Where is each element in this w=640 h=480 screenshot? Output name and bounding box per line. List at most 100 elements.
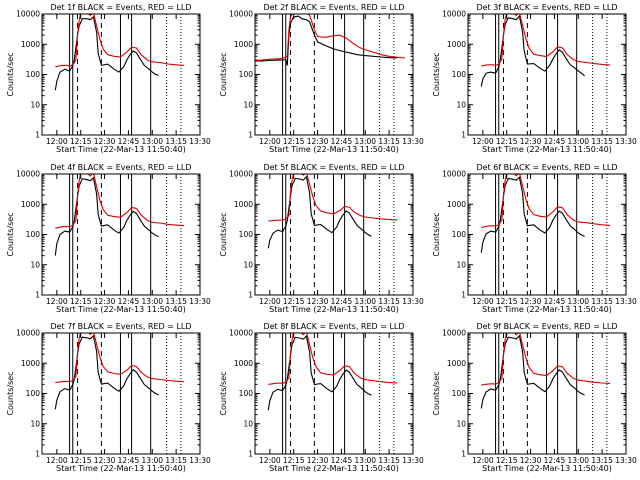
y-tick-label: 1000 (234, 359, 253, 368)
x-tick-label: 12:15 (496, 137, 518, 146)
x-tick-label: 12:45 (331, 456, 353, 465)
y-tick-label: 10000 (229, 10, 253, 19)
x-tick-label: 12:15 (283, 456, 305, 465)
plot-frame (41, 13, 201, 136)
x-tick-label: 13:15 (591, 456, 613, 465)
x-tick-label: 13:30 (189, 456, 211, 465)
y-tick-label: 10 (456, 419, 466, 428)
x-tick-label: 13:15 (591, 137, 613, 146)
x-axis-label: Start Time (22-Mar-13 11:50:40) (56, 145, 186, 154)
x-tick-label: 12:00 (259, 137, 281, 146)
x-tick-label: 12:30 (520, 137, 542, 146)
y-axis-label: Counts/sec (6, 371, 15, 415)
x-tick-label: 12:15 (283, 297, 305, 306)
x-axis-label: Start Time (22-Mar-13 11:50:40) (56, 464, 186, 473)
lld-series-line (55, 174, 185, 229)
y-tick-label: 10 (243, 419, 253, 428)
y-tick-label: 100 (239, 70, 254, 79)
y-tick-label: 1 (461, 291, 466, 300)
x-tick-label: 12:45 (544, 137, 566, 146)
chart-title: Det 3f BLACK = Events, RED = LLD (476, 3, 617, 12)
y-tick-label: 100 (239, 389, 254, 398)
y-tick-label: 10 (456, 100, 466, 109)
y-axis-label: Counts/sec (432, 371, 441, 415)
x-tick-label: 12:45 (118, 297, 140, 306)
chart-panel: Det 2f BLACK = Events, RED = LLD 1 10 100 10… (219, 3, 424, 154)
chart-title: Det 7f BLACK = Events, RED = LLD (50, 322, 191, 331)
x-tick-label: 12:45 (331, 137, 353, 146)
x-tick-label: 12:45 (544, 456, 566, 465)
x-tick-label: 12:00 (46, 137, 68, 146)
events-series-line (54, 334, 159, 410)
y-tick-label: 10000 (229, 329, 253, 338)
x-tick-label: 13:15 (378, 297, 400, 306)
x-tick-label: 12:45 (544, 297, 566, 306)
y-tick-label: 100 (239, 230, 254, 239)
events-series-line (267, 335, 372, 411)
lld-series-line (481, 333, 611, 386)
chart-title: Det 2f BLACK = Events, RED = LLD (263, 3, 404, 12)
y-tick-label: 100 (452, 389, 467, 398)
x-tick-label: 12:15 (70, 297, 92, 306)
lld-series-line (55, 14, 185, 68)
y-tick-label: 10000 (442, 10, 466, 19)
x-tick-label: 13:15 (165, 456, 187, 465)
y-tick-label: 1 (248, 131, 253, 140)
x-tick-label: 13:30 (402, 456, 424, 465)
x-tick-label: 13:30 (402, 137, 424, 146)
lld-series-line (481, 174, 611, 229)
y-tick-label: 10000 (16, 329, 40, 338)
x-tick-label: 12:30 (94, 297, 116, 306)
y-tick-label: 1000 (21, 200, 40, 209)
y-axis-label: Counts/sec (219, 52, 228, 96)
lld-series-line (268, 174, 398, 222)
chart-title: Det 4f BLACK = Events, RED = LLD (50, 163, 191, 172)
chart-panel: Det 1f BLACK = Events, RED = LLD 1 10 100 10… (6, 3, 211, 154)
x-tick-label: 13:00 (567, 137, 589, 146)
x-tick-label: 12:15 (496, 456, 518, 465)
x-tick-label: 13:30 (189, 137, 211, 146)
events-series-line (480, 334, 585, 409)
y-tick-label: 10 (30, 100, 40, 109)
y-axis-label: Counts/sec (6, 52, 15, 96)
y-axis-label: Counts/sec (432, 212, 441, 256)
x-tick-label: 13:00 (141, 137, 163, 146)
chart-title: Det 8f BLACK = Events, RED = LLD (263, 322, 404, 331)
chart-title: Det 5f BLACK = Events, RED = LLD (263, 163, 404, 172)
x-tick-label: 12:00 (472, 137, 494, 146)
y-tick-label: 1000 (21, 40, 40, 49)
y-tick-label: 10 (243, 100, 253, 109)
lld-series-line (481, 14, 611, 67)
x-tick-label: 12:00 (259, 456, 281, 465)
x-tick-label: 13:15 (378, 456, 400, 465)
y-tick-label: 10 (30, 419, 40, 428)
y-axis-label: Counts/sec (6, 212, 15, 256)
events-series-line (54, 15, 159, 91)
x-tick-label: 12:30 (307, 137, 329, 146)
y-tick-label: 1 (461, 450, 466, 459)
y-tick-label: 1000 (447, 200, 466, 209)
y-tick-label: 1 (248, 450, 253, 459)
x-tick-label: 12:15 (283, 137, 305, 146)
y-tick-label: 100 (26, 70, 41, 79)
x-tick-label: 12:15 (70, 137, 92, 146)
x-tick-label: 12:00 (259, 297, 281, 306)
x-tick-label: 12:15 (70, 456, 92, 465)
x-tick-label: 13:30 (615, 456, 637, 465)
y-tick-label: 1000 (21, 359, 40, 368)
lld-series-line (255, 14, 406, 62)
x-tick-label: 13:00 (567, 456, 589, 465)
x-tick-label: 12:30 (520, 456, 542, 465)
x-tick-label: 12:00 (472, 297, 494, 306)
chart-panel: Det 3f BLACK = Events, RED = LLD 1 10 100 10… (432, 3, 637, 154)
chart-panel: Det 7f BLACK = Events, RED = LLD 1 10 100 10… (6, 322, 211, 473)
x-tick-label: 13:00 (141, 456, 163, 465)
x-tick-label: 13:00 (354, 297, 376, 306)
y-tick-label: 10000 (229, 170, 253, 179)
y-tick-label: 1 (35, 450, 40, 459)
plot-frame (254, 173, 414, 296)
x-tick-label: 13:00 (567, 297, 589, 306)
x-tick-label: 12:00 (46, 456, 68, 465)
y-tick-label: 10000 (16, 170, 40, 179)
